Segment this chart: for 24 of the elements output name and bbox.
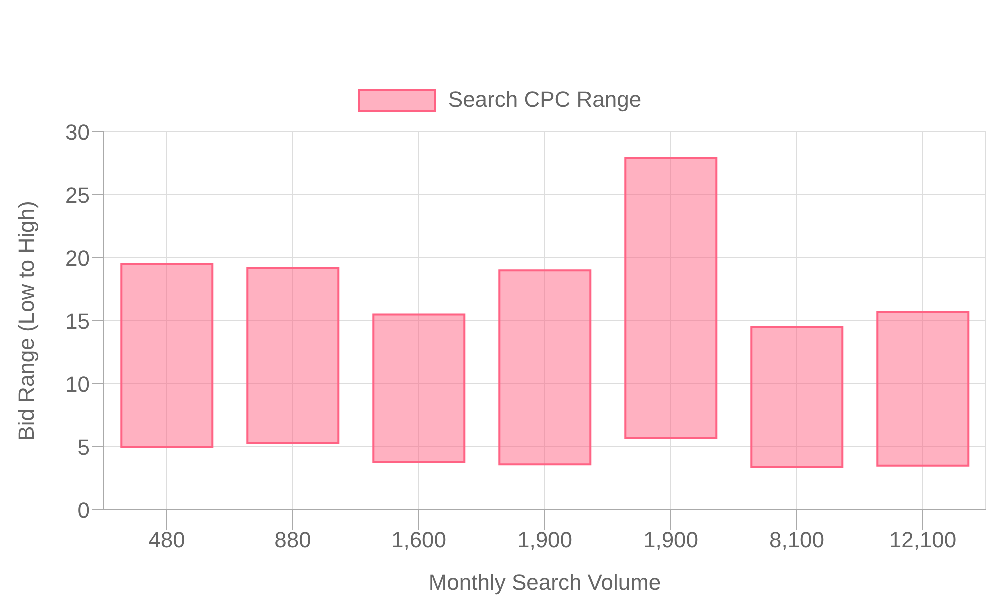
y-tick-label: 15 xyxy=(66,308,90,334)
x-tick-label: 8,100 xyxy=(769,528,825,553)
x-tick-label: 1,600 xyxy=(391,528,447,553)
y-axis-title: Bid Range (Low to High) xyxy=(14,201,39,441)
y-tick-label: 5 xyxy=(78,434,90,460)
bar xyxy=(876,311,970,467)
x-axis-title: Monthly Search Volume xyxy=(428,570,662,595)
x-tick-label: 1,900 xyxy=(517,528,573,553)
y-tick-label: 25 xyxy=(66,182,90,208)
y-tick-label: 30 xyxy=(66,120,90,145)
x-tick-label: 12,100 xyxy=(889,528,957,553)
y-tick-label: 0 xyxy=(78,498,90,523)
x-tick-label: 480 xyxy=(148,528,186,553)
bar xyxy=(120,263,214,448)
x-tick-label: 880 xyxy=(274,528,312,553)
legend-label: Search CPC Range xyxy=(448,87,642,113)
bar xyxy=(624,157,718,440)
x-tick-label: 1,900 xyxy=(643,528,699,553)
bar xyxy=(372,314,466,464)
y-tick-label: 20 xyxy=(66,246,90,271)
bar xyxy=(750,326,844,468)
bar xyxy=(498,270,592,466)
y-tick-label: 10 xyxy=(66,372,90,397)
bar xyxy=(246,267,340,444)
